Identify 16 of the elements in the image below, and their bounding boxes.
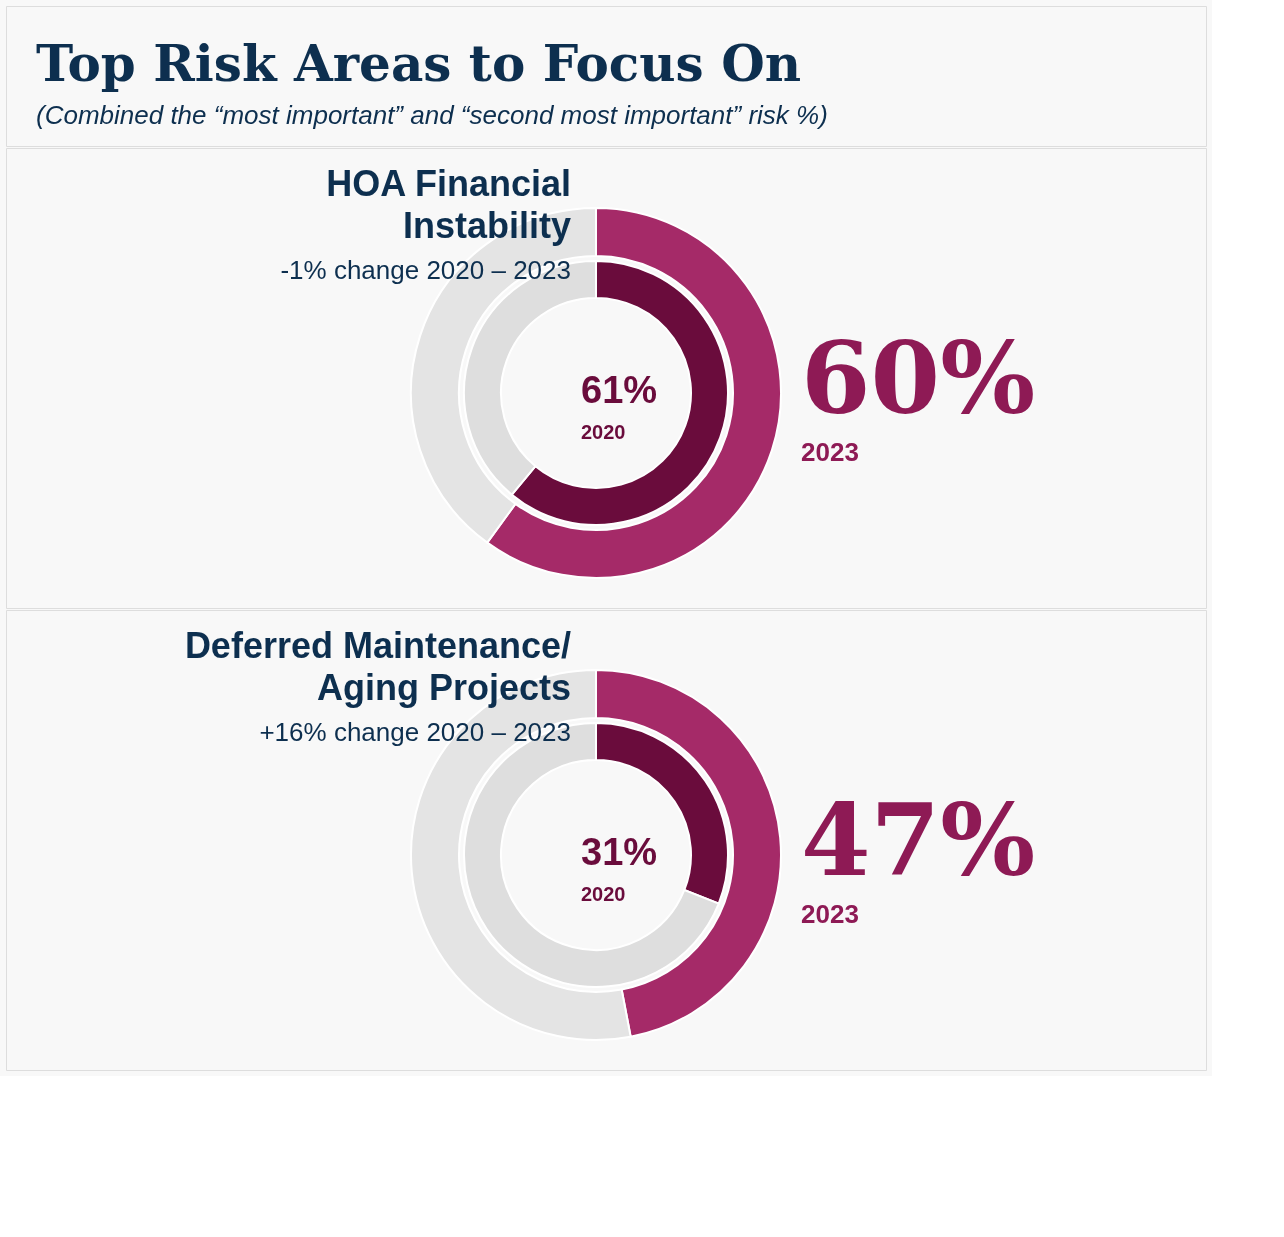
- slice-label: 2020: [581, 421, 626, 443]
- text: Aging Projects: [316, 667, 571, 708]
- text: +16% change 2020 – 2023: [259, 717, 571, 747]
- text: Deferred Maintenance/: [184, 625, 571, 666]
- data-label: 47%: [801, 781, 1036, 899]
- text: HOA Financial: [326, 163, 571, 204]
- text: Top Risk Areas to Focus On: [36, 34, 802, 93]
- data-label: 31%: [581, 831, 658, 873]
- slice-label: 2023: [801, 899, 859, 929]
- data-label: 61%: [581, 369, 658, 411]
- slice-label: 2023: [801, 437, 859, 467]
- text: Instability: [402, 205, 571, 246]
- slice-label: 2020: [581, 883, 626, 905]
- text: -1% change 2020 – 2023: [280, 255, 571, 285]
- data-label: 60%: [801, 319, 1036, 437]
- text: (Combined the “most important” and “second most important” risk %): [36, 100, 828, 130]
